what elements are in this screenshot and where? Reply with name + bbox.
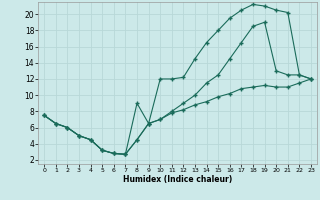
X-axis label: Humidex (Indice chaleur): Humidex (Indice chaleur)	[123, 175, 232, 184]
